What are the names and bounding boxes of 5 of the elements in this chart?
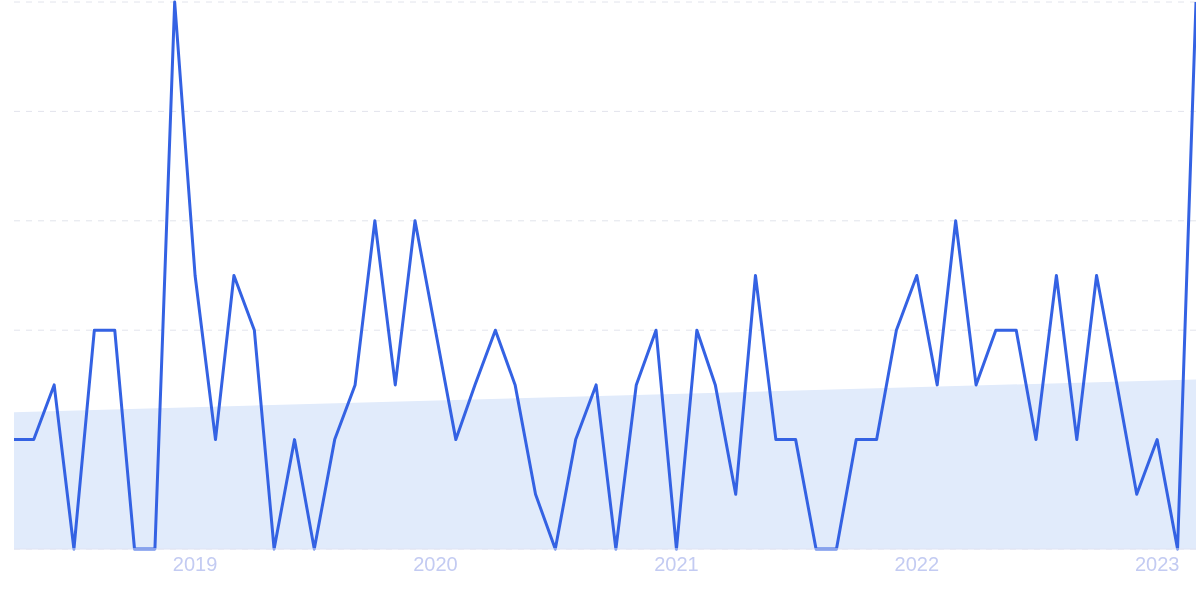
x-tick-label: 2022 (894, 553, 940, 576)
x-tick-label: 2021 (654, 553, 699, 576)
x-tick-label: 2020 (413, 553, 458, 576)
x-tick-label: 2019 (172, 553, 218, 576)
x-tick-label: 2023 (1134, 553, 1180, 576)
